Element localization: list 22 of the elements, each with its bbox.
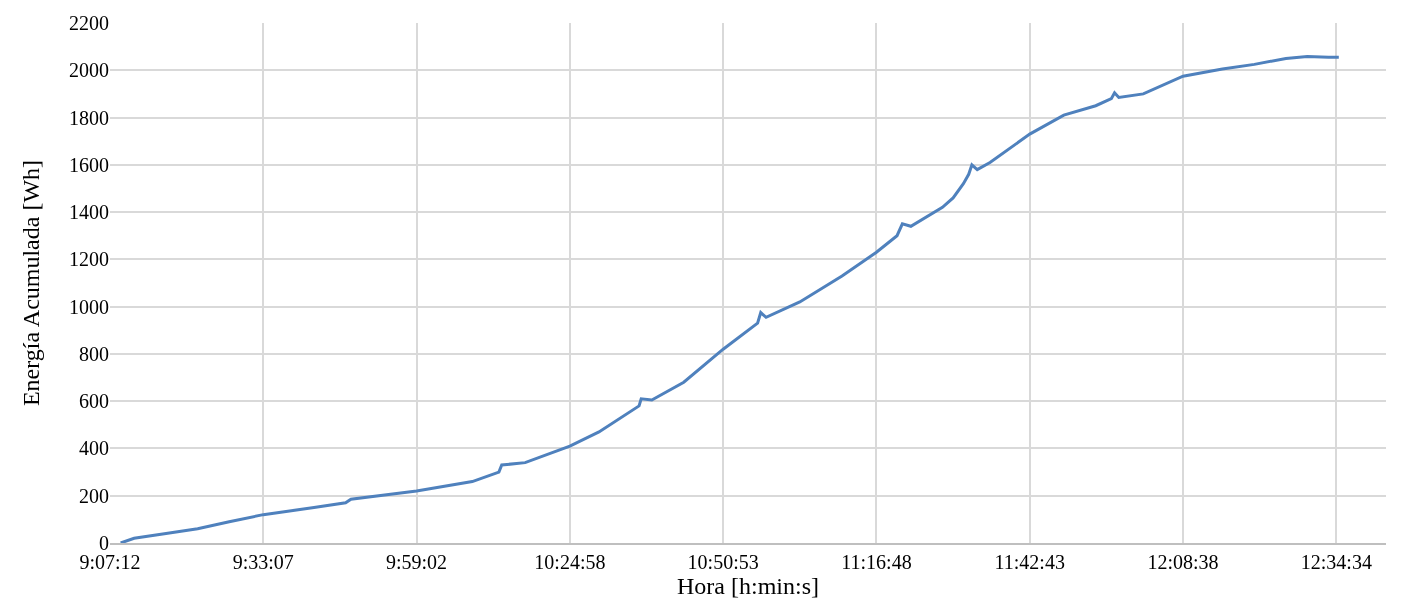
- y-tick-label: 2200: [69, 12, 109, 34]
- x-tick-label: 9:59:02: [385, 550, 448, 573]
- x-tick-label: 11:42:43: [994, 550, 1065, 573]
- y-tick-label: 1800: [69, 106, 109, 129]
- y-tick-label: 2000: [69, 59, 109, 82]
- x-tick-label: 10:24:58: [534, 550, 606, 573]
- y-tick-label: 400: [79, 437, 109, 460]
- y-tick-label: 1400: [69, 201, 109, 224]
- y-tick-label: 800: [79, 342, 109, 365]
- x-tick-label: 12:08:38: [1147, 550, 1219, 573]
- x-tick-label: 11:16:48: [841, 550, 912, 573]
- x-axis-title: Hora [h:min:s]: [677, 572, 819, 599]
- line-series: [119, 55, 1341, 543]
- x-tick-label: 9:33:07: [232, 550, 294, 573]
- x-tick-label: 12:34:34: [1300, 550, 1372, 573]
- y-tick-label: 600: [79, 390, 109, 413]
- y-tick-label: 200: [79, 484, 109, 507]
- x-tick-label: 10:50:53: [687, 550, 759, 573]
- y-tick-label: 1000: [69, 295, 109, 318]
- y-tick-label: 1200: [69, 248, 109, 271]
- y-axis-title: Energía Acumulada [Wh]: [18, 159, 45, 407]
- y-tick-label: 1600: [69, 153, 109, 176]
